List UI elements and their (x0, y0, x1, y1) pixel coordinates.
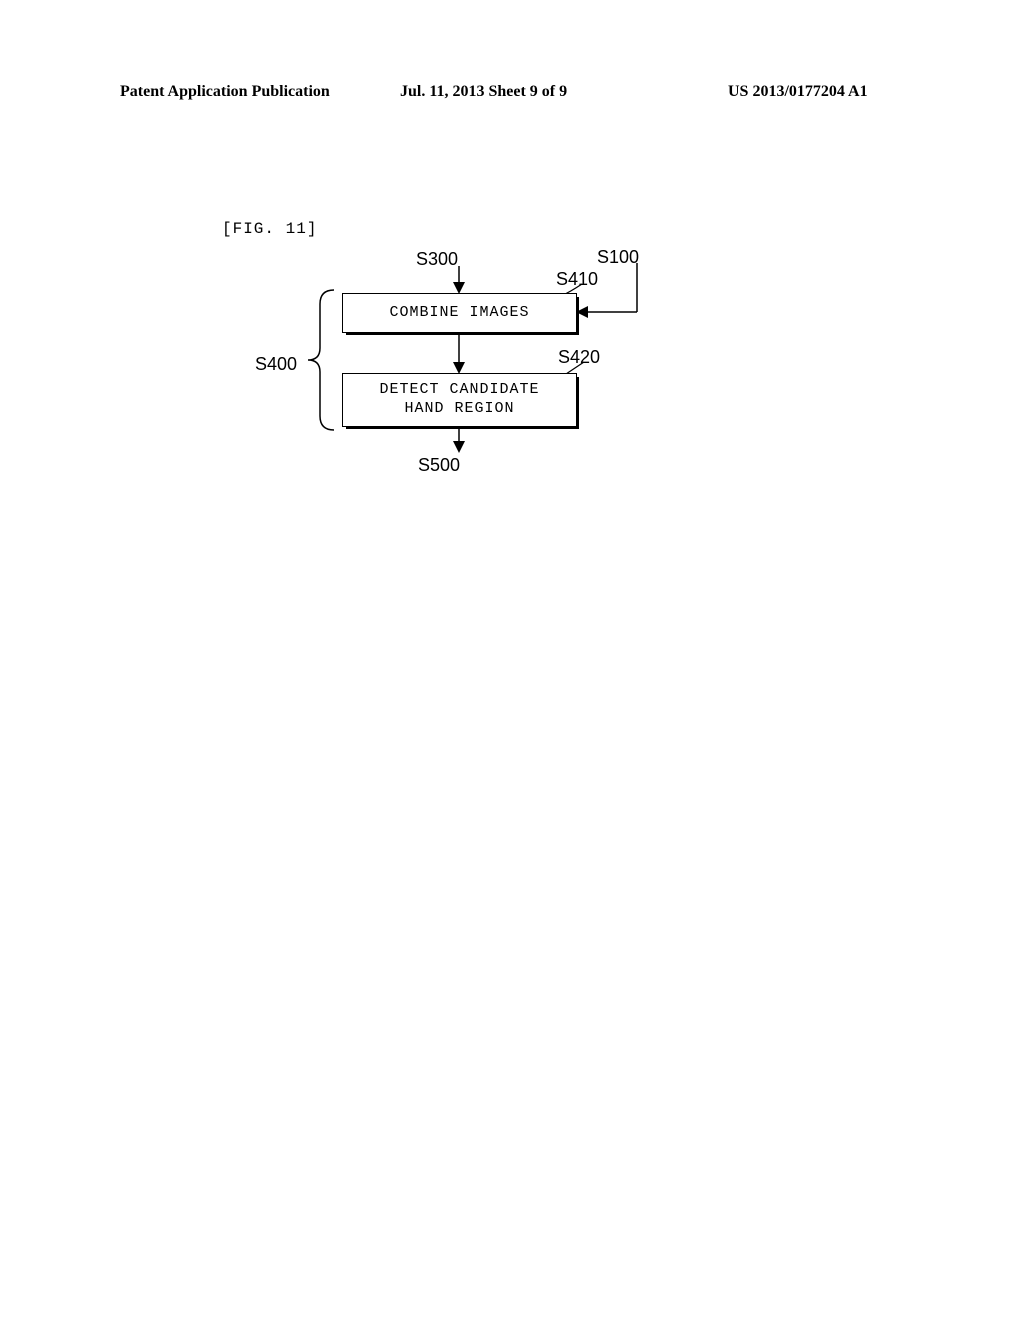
label-s500: S500 (418, 455, 460, 476)
label-s420: S420 (558, 347, 600, 368)
label-s100: S100 (597, 247, 639, 268)
flowchart-box-combine-images: COMBINE IMAGES (342, 293, 577, 333)
flowchart-svg (0, 0, 1024, 700)
page: Patent Application Publication Jul. 11, … (0, 0, 1024, 1320)
flowchart-box-detect-candidate: DETECT CANDIDATE HAND REGION (342, 373, 577, 427)
label-s410: S410 (556, 269, 598, 290)
label-s400: S400 (255, 354, 297, 375)
box1-text: COMBINE IMAGES (389, 304, 529, 323)
brace-s400 (308, 290, 334, 430)
box2-line2: HAND REGION (404, 400, 514, 417)
label-s300: S300 (416, 249, 458, 270)
box2-line1: DETECT CANDIDATE (379, 381, 539, 398)
box2-text: DETECT CANDIDATE HAND REGION (379, 381, 539, 419)
